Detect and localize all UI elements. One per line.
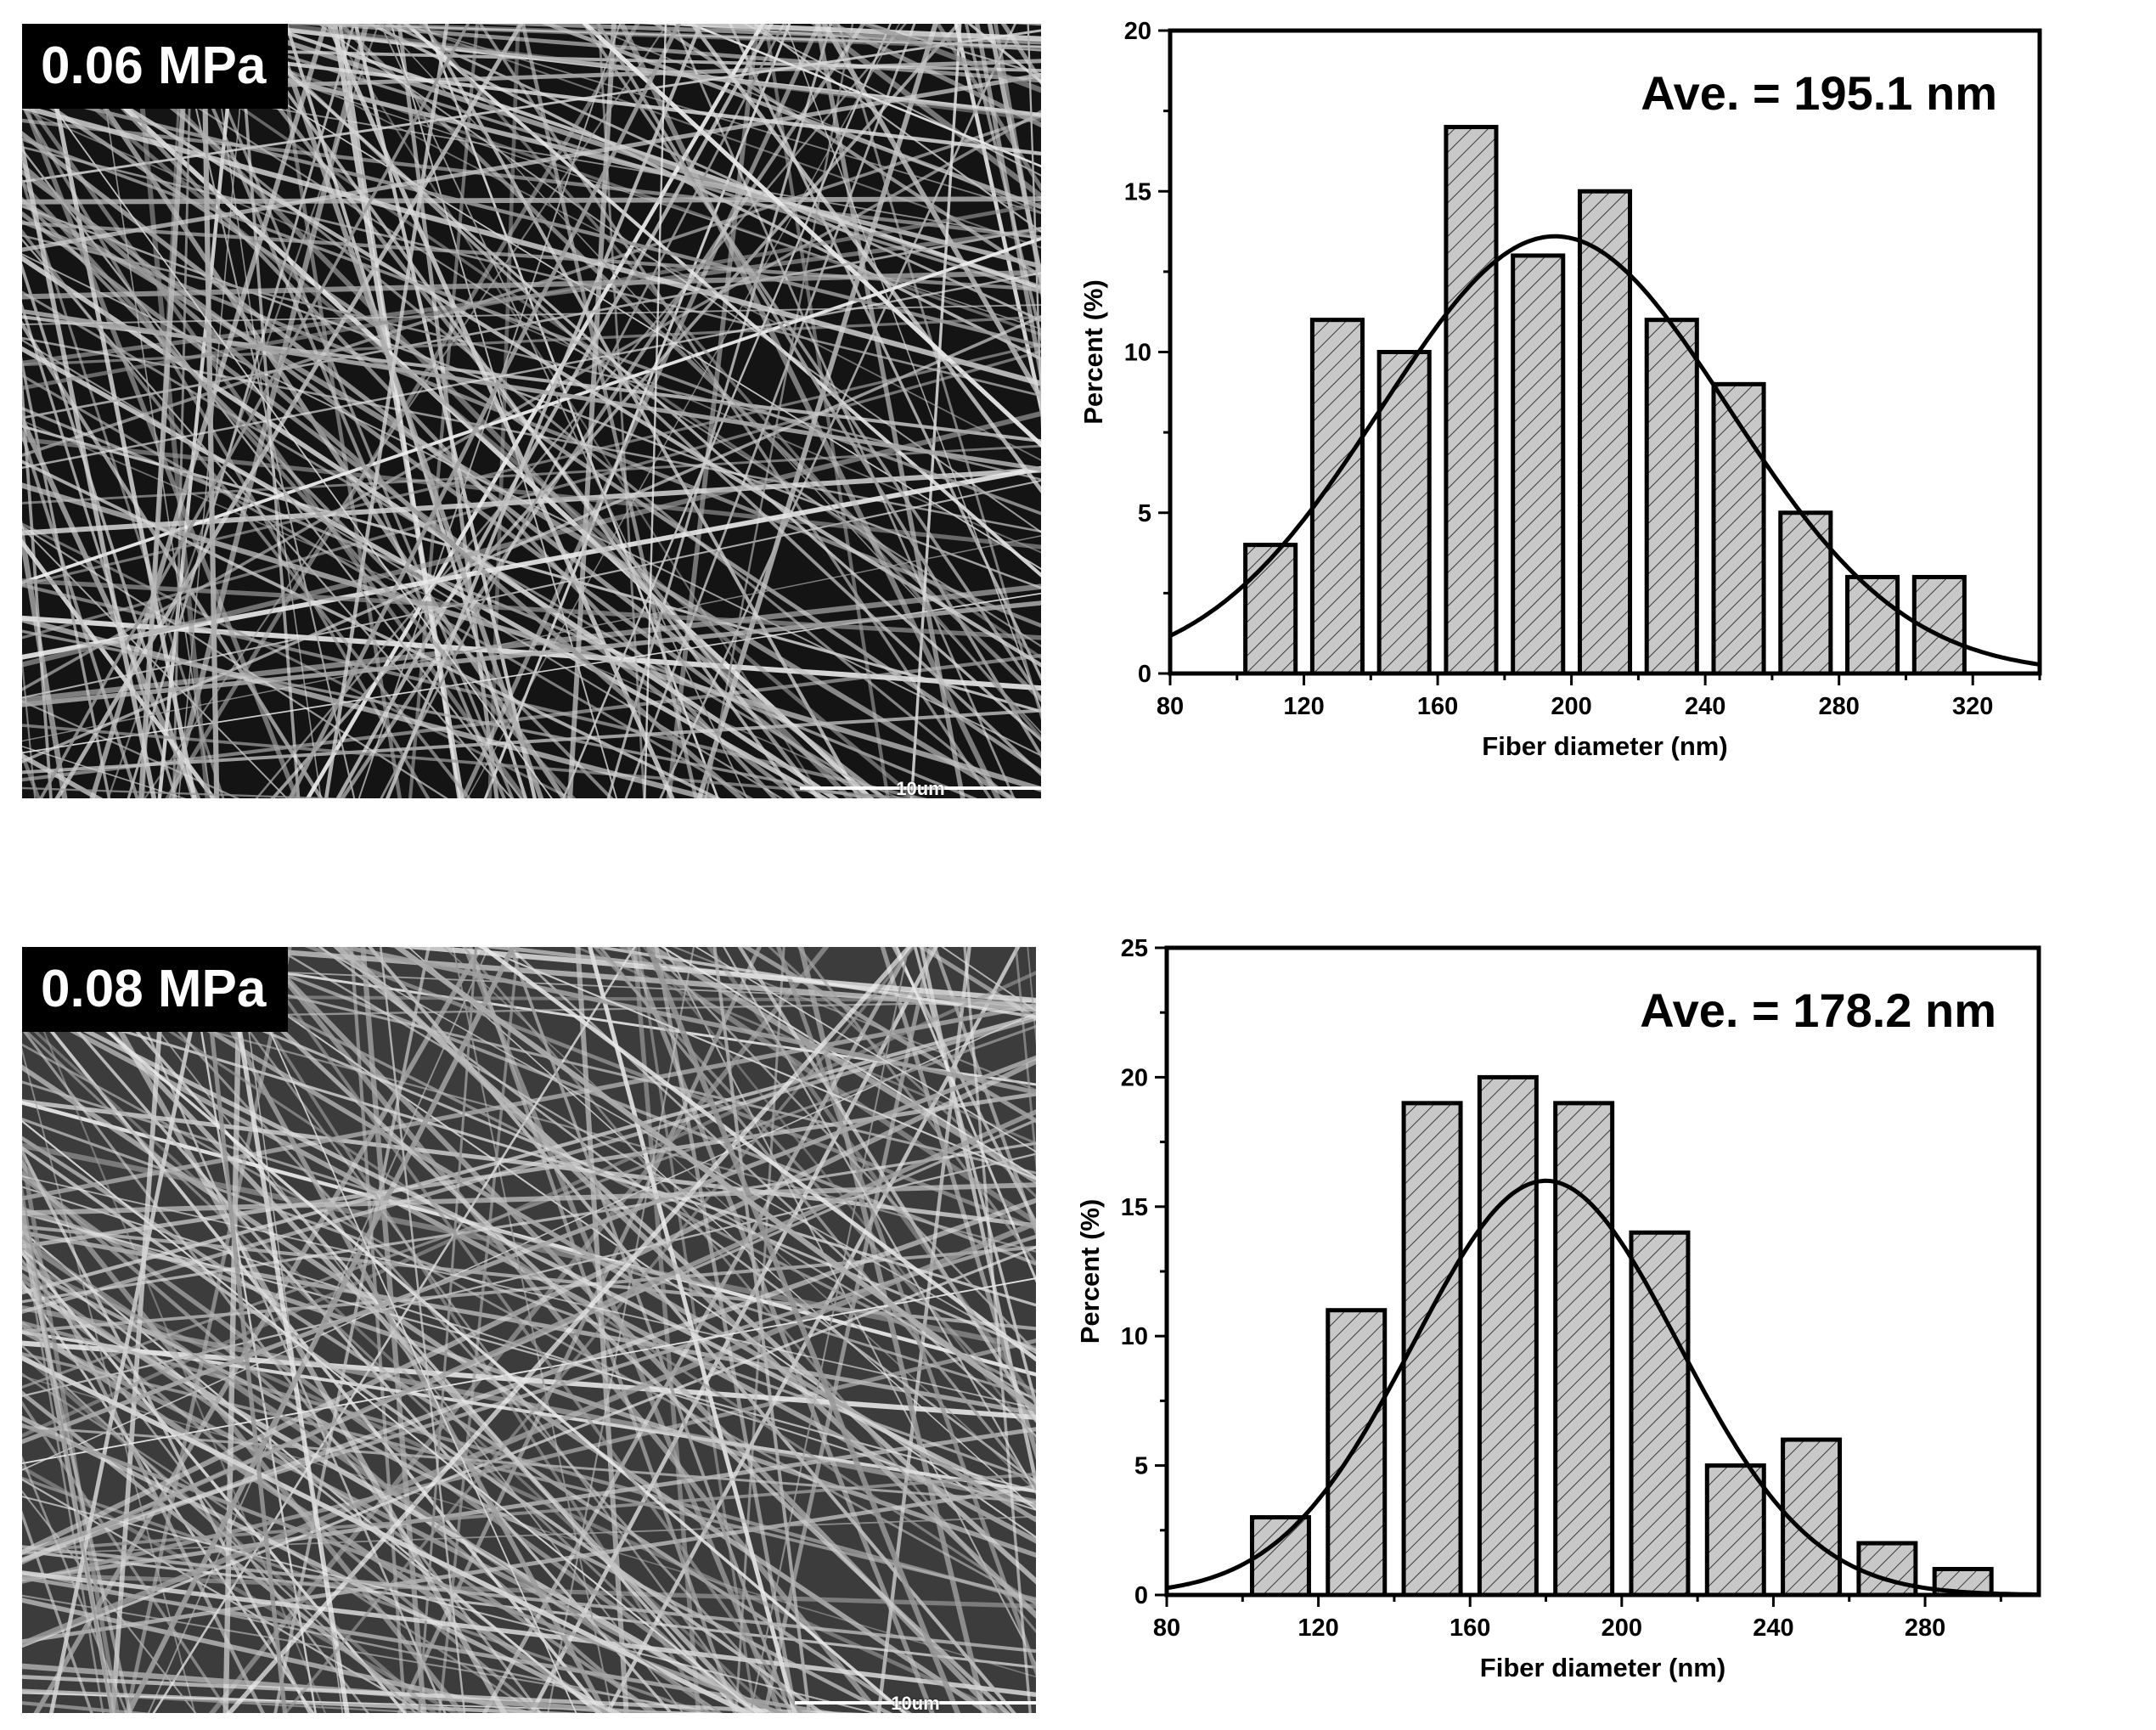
x-tick-label: 240 (1753, 1614, 1793, 1642)
scale-bar-top: 10um (800, 778, 1041, 798)
sem-image-top: 0.06 MPa 10um (22, 24, 1041, 798)
histogram-bar (1511, 253, 1566, 676)
x-axis-label: Fiber diameter (nm) (1482, 731, 1727, 761)
histogram-bar (1444, 125, 1499, 676)
histogram-bar (1644, 318, 1699, 676)
y-tick-label: 5 (1138, 500, 1151, 527)
histogram-bar (1401, 1101, 1463, 1598)
pressure-label-bottom: 0.08 MPa (22, 947, 289, 1032)
scale-bar-bottom: 10um (795, 1693, 1036, 1713)
x-tick-label: 80 (1157, 693, 1184, 720)
y-tick-label: 25 (1121, 935, 1148, 962)
x-tick-label: 200 (1551, 693, 1591, 720)
histogram-bar (1553, 1101, 1615, 1598)
histogram-bar (1326, 1308, 1388, 1598)
histogram-bar (1856, 1541, 1918, 1598)
histogram-bar (1778, 510, 1833, 676)
histogram-bar (1477, 1074, 1539, 1598)
x-tick-label: 160 (1417, 693, 1458, 720)
histogram-top: 80 120 160 200 240 280 320 0 5 10 15 20 Fiber diamet… (1078, 18, 2042, 761)
histogram-bar (1711, 381, 1766, 676)
histogram-bar (1704, 1463, 1766, 1598)
x-tick-label: 120 (1298, 1614, 1338, 1642)
y-tick-label: 15 (1121, 1194, 1148, 1221)
histogram-bar (1577, 189, 1633, 676)
x-tick-label: 120 (1283, 693, 1324, 720)
x-tick-label: 200 (1602, 1614, 1642, 1642)
y-tick-label: 0 (1138, 661, 1151, 688)
histogram-bar (1243, 543, 1298, 676)
x-tick-label: 160 (1450, 1614, 1490, 1642)
sem-fibers-top (22, 24, 1041, 798)
y-tick-label: 15 (1124, 178, 1151, 206)
x-tick-label: 280 (1905, 1614, 1945, 1642)
sem-fibers-bottom (22, 947, 1036, 1713)
y-tick-label: 20 (1124, 18, 1151, 45)
gaussian-fit-curve (1166, 1178, 2039, 1597)
histogram-bar (1376, 350, 1432, 676)
histogram-bar (1629, 1230, 1691, 1598)
scale-bar-label-top: 10um (896, 778, 945, 798)
y-tick-label: 0 (1134, 1582, 1148, 1609)
average-annotation: Ave. = 178.2 nm (1640, 983, 1996, 1037)
y-axis-label: Percent (%) (1075, 1199, 1105, 1344)
x-tick-label: 320 (1952, 693, 1993, 720)
pressure-label-top: 0.06 MPa (22, 24, 289, 109)
x-tick-label: 280 (1818, 693, 1859, 720)
y-tick-label: 10 (1121, 1323, 1148, 1350)
x-tick-label: 80 (1153, 1614, 1180, 1642)
y-tick-label: 20 (1121, 1064, 1148, 1091)
scale-bar-label-bottom: 10um (891, 1693, 940, 1713)
y-tick-label: 10 (1124, 340, 1151, 367)
gaussian-fit-curve (1168, 234, 2041, 667)
sem-image-bottom: 0.08 MPa 10um (22, 947, 1036, 1713)
x-tick-label: 240 (1685, 693, 1725, 720)
average-annotation: Ave. = 195.1 nm (1641, 66, 1997, 120)
fiber-lines (22, 947, 1036, 1713)
y-tick-label: 5 (1134, 1453, 1148, 1480)
histogram-bottom: 80 120 160 200 240 280 0 5 10 15 20 25 Fiber diamete… (1075, 935, 2041, 1682)
y-axis-label: Percent (%) (1078, 279, 1108, 425)
x-axis-label: Fiber diameter (nm) (1480, 1653, 1725, 1682)
